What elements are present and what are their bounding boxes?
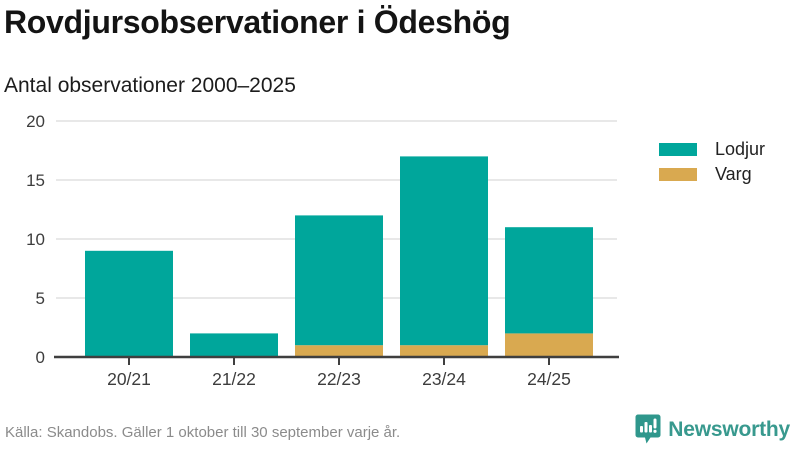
- bar-segment-lodjur-24-25: [505, 227, 593, 334]
- y-tick-label: 0: [36, 348, 45, 367]
- bar-segment-lodjur-23-24: [400, 156, 488, 346]
- y-tick-label: 15: [26, 171, 45, 190]
- x-tick-label: 20/21: [107, 369, 151, 389]
- source-note: Källa: Skandobs. Gäller 1 oktober till 3…: [5, 424, 401, 441]
- chart-subtitle: Antal observationer 2000–2025: [4, 74, 296, 97]
- bar-segment-lodjur-20-21: [85, 250, 173, 357]
- y-tick-label: 10: [26, 230, 45, 249]
- legend: Lodjur Varg: [659, 137, 765, 187]
- legend-item-lodjur: Lodjur: [659, 137, 765, 162]
- legend-label: Varg: [715, 164, 752, 184]
- x-tick-label: 21/22: [212, 369, 256, 389]
- chart-title: Rovdjursobservationer i Ödeshög: [4, 4, 511, 40]
- newsworthy-icon: [635, 414, 661, 444]
- legend-swatch-varg: [659, 168, 697, 181]
- bar-segment-varg-24-25: [505, 333, 593, 357]
- bar-segment-lodjur-21-22: [190, 333, 278, 357]
- bar-segment-varg-22-23: [295, 345, 383, 357]
- newsworthy-logo: Newsworthy: [635, 414, 790, 445]
- newsworthy-wordmark: Newsworthy: [668, 417, 790, 441]
- legend-label: Lodjur: [715, 139, 766, 159]
- x-tick-label: 22/23: [317, 369, 361, 389]
- legend-item-varg: Varg: [659, 162, 765, 187]
- y-tick-label: 20: [26, 112, 45, 131]
- bar-segment-lodjur-22-23: [295, 215, 383, 346]
- y-tick-label: 5: [36, 289, 45, 308]
- x-tick-label: 23/24: [422, 369, 466, 389]
- bar-segment-varg-23-24: [400, 345, 488, 357]
- legend-swatch-lodjur: [659, 143, 697, 156]
- x-tick-label: 24/25: [527, 369, 571, 389]
